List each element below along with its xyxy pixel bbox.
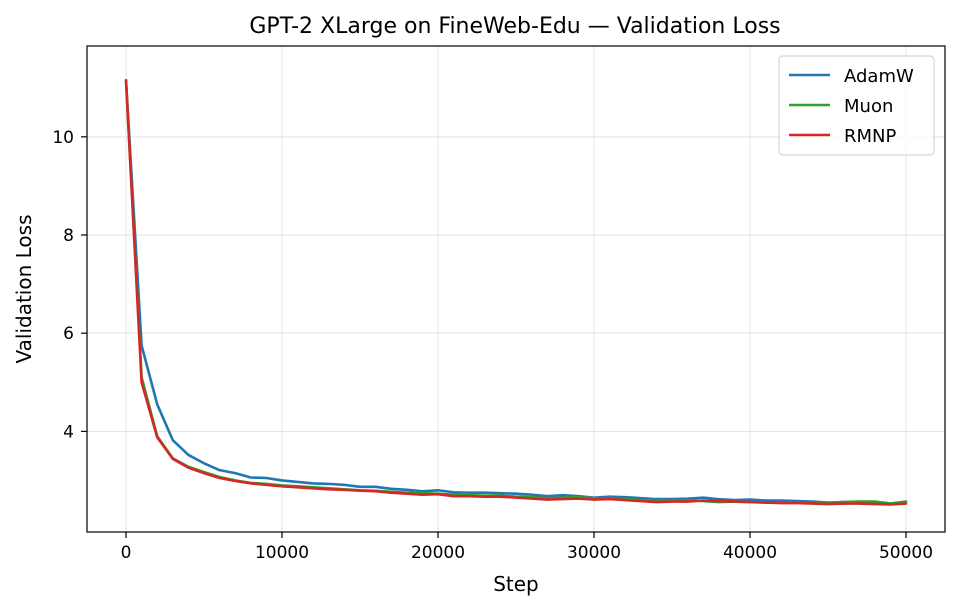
legend-label-adamw: AdamW — [844, 66, 914, 87]
series-lines — [124, 79, 908, 506]
plot-frame — [86, 45, 946, 533]
x-tick-label: 20000 — [411, 543, 465, 563]
series-line-rmnp — [124, 79, 908, 506]
legend-box — [778, 55, 935, 156]
legend-label-muon: Muon — [844, 96, 893, 117]
legend-label-rmnp: RMNP — [844, 126, 897, 147]
chart-title: GPT-2 XLarge on FineWeb-Edu — Validation… — [249, 14, 780, 39]
y-tick-label: 10 — [52, 128, 74, 148]
x-tick-label: 0 — [121, 543, 132, 563]
y-tick-label: 4 — [63, 422, 74, 442]
x-tick-label: 40000 — [723, 543, 777, 563]
legend: AdamW Muon RMNP — [778, 55, 935, 156]
x-tick-label: 30000 — [567, 543, 621, 563]
x-tick-label: 10000 — [255, 543, 309, 563]
axis-ticks: 0 10000 20000 30000 40000 50000 4 6 8 10 — [52, 128, 933, 563]
series-line-adamw — [124, 79, 908, 505]
x-axis-label: Step — [493, 572, 539, 596]
x-tick-label: 50000 — [879, 543, 933, 563]
y-tick-label: 6 — [63, 324, 74, 344]
y-axis-label: Validation Loss — [12, 215, 36, 364]
y-tick-label: 8 — [63, 226, 74, 246]
